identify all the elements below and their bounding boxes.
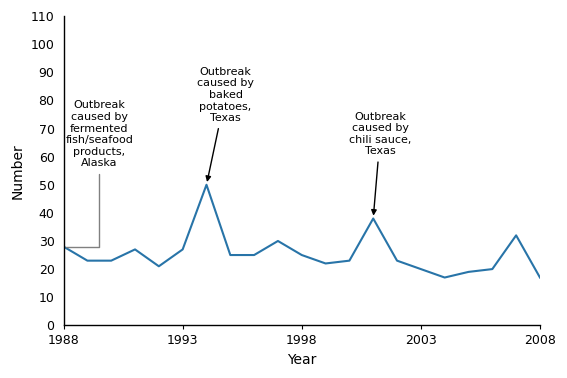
Text: Outbreak
caused by
fermented
fish/seafood
products,
Alaska: Outbreak caused by fermented fish/seafoo… [65,101,133,246]
X-axis label: Year: Year [287,353,316,367]
Y-axis label: Number: Number [11,143,25,198]
Text: Outbreak
caused by
chili sauce,
Texas: Outbreak caused by chili sauce, Texas [349,112,412,214]
Text: Outbreak
caused by
baked
potatoes,
Texas: Outbreak caused by baked potatoes, Texas [197,67,254,181]
